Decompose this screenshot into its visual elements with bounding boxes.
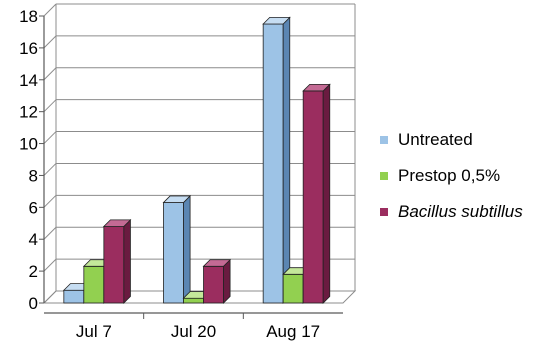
legend-swatch (380, 136, 388, 144)
bar-top (162, 195, 192, 203)
bar (102, 218, 132, 304)
bar (202, 258, 232, 304)
gridline-depth (43, 67, 57, 81)
bar-front (302, 90, 324, 304)
y-tick-label: 4 (29, 230, 38, 249)
gridline-depth (43, 131, 57, 144)
chart-legend: Untreated Prestop 0,5% Bacillus subtillu… (380, 124, 523, 232)
bar (162, 194, 192, 304)
gridline-depth (43, 258, 57, 272)
y-tick-label: 8 (29, 166, 38, 185)
bar (262, 16, 291, 304)
x-tick-label: Aug 17 (266, 322, 320, 341)
gridline-depth (43, 194, 57, 208)
bar-side (183, 194, 191, 304)
legend-item-untreated: Untreated (380, 124, 523, 156)
bar-top (262, 16, 291, 25)
gridline-depth (43, 35, 57, 49)
chart-bars (62, 16, 331, 304)
bar-front (183, 297, 204, 304)
bar-side (282, 16, 291, 304)
bar-top (102, 219, 132, 227)
bar-side (223, 258, 231, 304)
x-tick-label: Jul 20 (171, 322, 216, 341)
bar-front (163, 202, 184, 304)
bar-top (202, 259, 232, 267)
chart-axes (39, 15, 357, 319)
bar-front (262, 23, 284, 304)
y-tick-label: 0 (29, 294, 38, 313)
bar-front (203, 265, 224, 304)
bar-side (123, 218, 131, 304)
legend-item-prestop: Prestop 0,5% (380, 160, 523, 192)
legend-label: Untreated (398, 130, 473, 149)
bar-side (322, 83, 331, 304)
bar (302, 83, 331, 304)
legend-label: Prestop 0,5% (398, 166, 501, 185)
bar-front (103, 226, 125, 304)
legend-swatch (380, 208, 388, 216)
gridline-depth (43, 163, 57, 176)
legend-label: Bacillus subtillus (398, 202, 523, 221)
legend-swatch (380, 172, 388, 180)
bar-top (302, 83, 331, 92)
y-tick-label: 2 (29, 262, 38, 281)
bar-front (282, 273, 304, 304)
chart-floor (42, 290, 357, 304)
y-tick-label: 12 (19, 103, 38, 122)
y-tick-label: 10 (19, 135, 38, 154)
legend-item-bacillus: Bacillus subtillus (380, 196, 523, 228)
x-tick-label: Jul 7 (76, 322, 112, 341)
gridline-depth (43, 3, 57, 17)
y-axis-tick-labels: 0 2 4 6 8 10 12 14 16 18 (19, 7, 38, 313)
y-tick-label: 16 (19, 39, 38, 58)
y-tick-label: 14 (19, 71, 38, 90)
y-tick-label: 6 (29, 198, 38, 217)
x-axis-tick-labels: Jul 7 Jul 20 Aug 17 (76, 322, 320, 341)
bar-front (63, 289, 85, 304)
bar-front (83, 265, 105, 304)
gridline-depth (43, 99, 57, 113)
y-tick-label: 18 (19, 7, 38, 26)
gridline-depth (43, 226, 57, 240)
